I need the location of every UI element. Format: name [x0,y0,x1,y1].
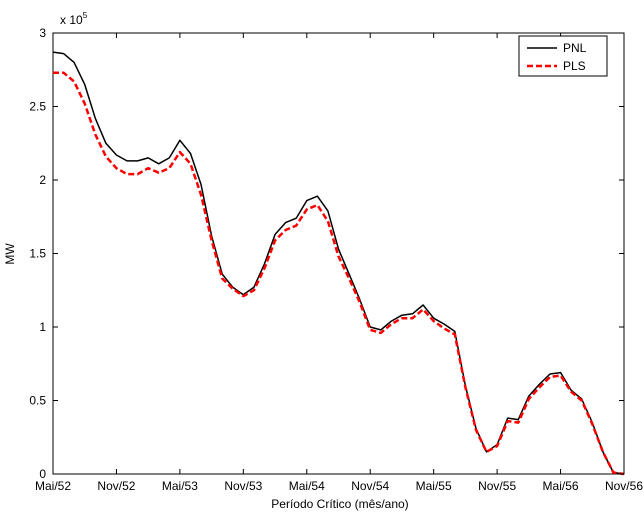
series-line-pls [53,71,625,476]
x-tick-label: Mai/55 [416,479,452,493]
y-tick-label: 1.5 [29,247,46,261]
x-tick-label: Nov/56 [605,479,643,493]
y-tick-label: 0 [39,467,46,481]
axis-ticks: 0 0.5 1 1.5 2 2.5 3 Mai/52 Nov/52 Mai/53 Nov/53 Mai… [29,26,643,493]
y-axis-multiplier: x 105 [60,11,88,27]
x-tick-label: Nov/52 [97,479,135,493]
plot-area [52,32,625,475]
series-line-pnl [52,51,625,475]
x-tick-label: Mai/54 [289,479,325,493]
series-group [52,51,625,476]
legend-label-pnl: PNL [563,41,587,55]
y-tick-label: 2.5 [29,100,46,114]
x-tick-label: Nov/53 [224,479,262,493]
y-tick-label: 3 [39,26,46,40]
y-tick-label: 1 [39,320,46,334]
x-tick-label: Mai/56 [543,479,579,493]
plot-frame [52,32,625,475]
x-axis-label: Período Crítico (mês/ano) [271,497,408,511]
x-tick-label: Nov/55 [478,479,516,493]
legend: PNL PLS [518,35,608,77]
x-tick-label: Mai/52 [35,479,71,493]
y-axis-label: MW [3,243,17,265]
y-tick-label: 0.5 [29,394,46,408]
y-axis-multiplier-exponent: 5 [83,11,88,20]
y-tick-label: 2 [39,173,46,187]
x-tick-label: Mai/53 [162,479,198,493]
legend-box [518,35,608,77]
x-tick-label: Nov/54 [351,479,389,493]
legend-label-pls: PLS [563,59,586,73]
